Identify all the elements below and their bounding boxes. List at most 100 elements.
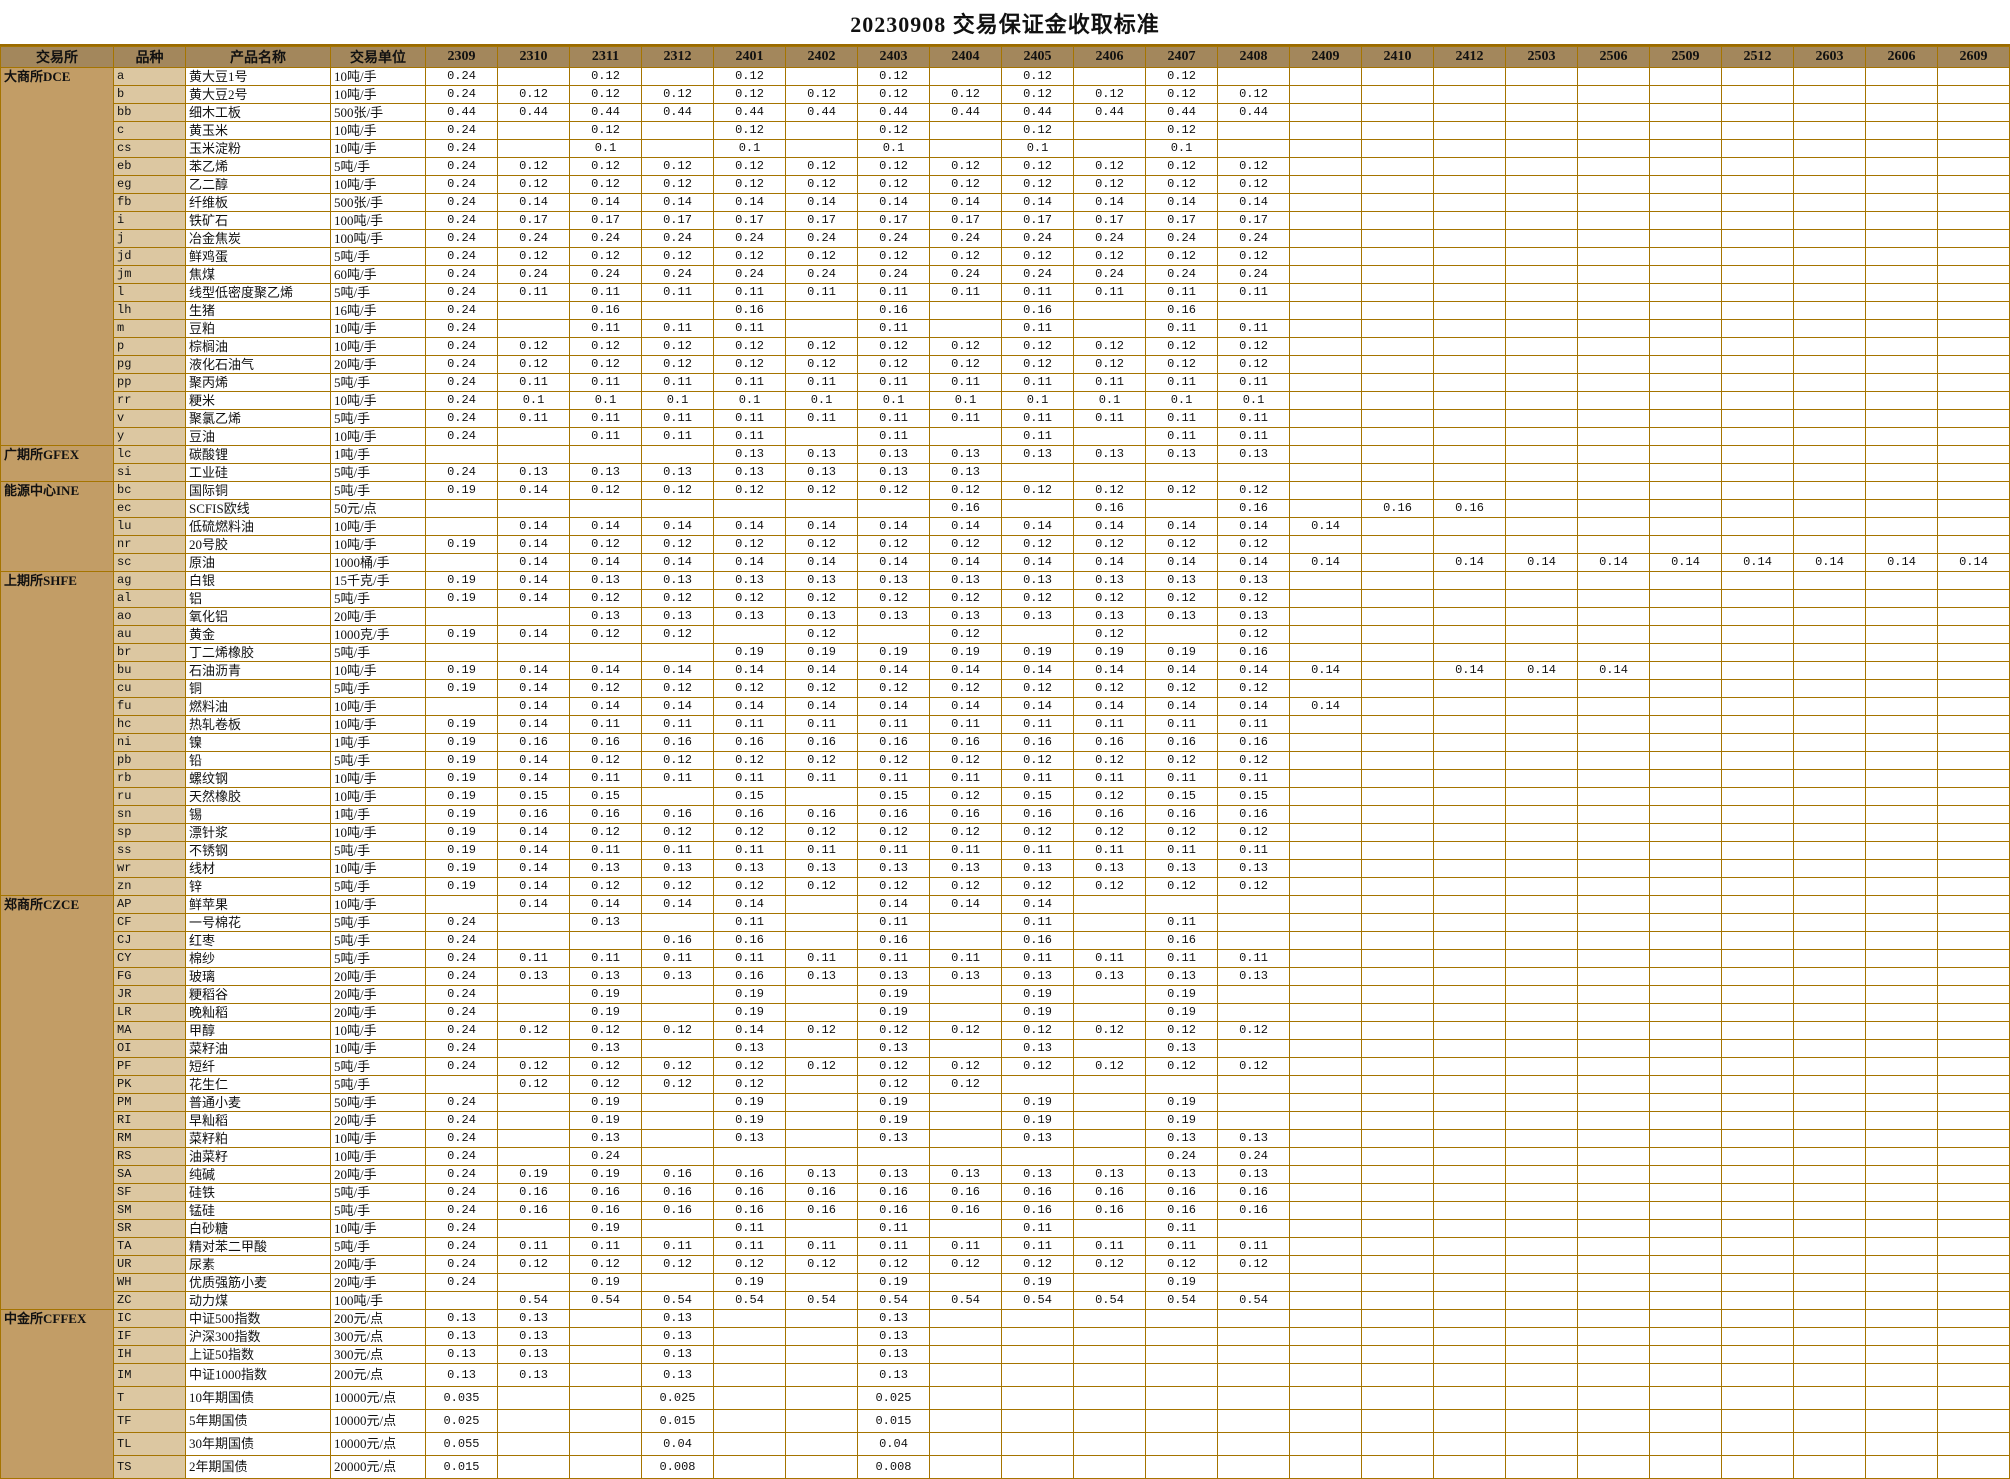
margin-cell	[1793, 337, 1866, 356]
margin-cell	[641, 445, 714, 464]
margin-cell	[1937, 697, 2010, 716]
margin-cell: 0.13	[713, 607, 786, 626]
margin-cell: 0.11	[929, 373, 1002, 392]
margin-cell: 0.12	[1001, 175, 1074, 194]
product-name-cell: 聚氯乙烯	[185, 409, 331, 428]
margin-cell	[1793, 1273, 1866, 1292]
margin-cell	[1505, 679, 1578, 698]
unit-cell: 5吨/手	[330, 913, 426, 932]
margin-cell	[1649, 445, 1722, 464]
margin-cell	[929, 1003, 1002, 1022]
margin-cell: 0.11	[713, 283, 786, 302]
margin-cell: 0.16	[713, 1183, 786, 1202]
margin-cell: 0.13	[857, 1165, 930, 1184]
margin-cell: 0.12	[641, 535, 714, 554]
margin-cell: 0.12	[713, 751, 786, 770]
margin-cell	[641, 1219, 714, 1238]
product-name-cell: 不锈钢	[185, 841, 331, 860]
margin-cell	[425, 1075, 498, 1094]
margin-cell: 0.055	[425, 1432, 498, 1456]
margin-cell	[1505, 301, 1578, 320]
margin-cell: 0.54	[1073, 1291, 1146, 1310]
margin-cell	[1721, 1165, 1794, 1184]
margin-cell: 0.11	[569, 1237, 642, 1256]
margin-cell	[1577, 319, 1650, 338]
margin-cell: 0.16	[713, 1165, 786, 1184]
header-month: 2603	[1793, 46, 1866, 68]
margin-cell	[1505, 103, 1578, 122]
margin-cell: 0.1	[1145, 391, 1218, 410]
margin-cell	[1361, 715, 1434, 734]
margin-cell	[1721, 1129, 1794, 1148]
margin-cell: 0.11	[785, 841, 858, 860]
margin-cell	[1289, 967, 1362, 986]
margin-cell: 0.54	[857, 1291, 930, 1310]
margin-cell: 0.12	[785, 481, 858, 500]
code-cell: pg	[113, 355, 186, 374]
product-name-cell: 铅	[185, 751, 331, 770]
margin-cell	[1721, 877, 1794, 896]
margin-cell: 0.13	[1073, 571, 1146, 590]
margin-cell: 0.11	[857, 1219, 930, 1238]
margin-cell	[1361, 1165, 1434, 1184]
margin-cell	[1721, 1183, 1794, 1202]
margin-cell: 0.11	[929, 769, 1002, 788]
unit-cell: 10吨/手	[330, 697, 426, 716]
margin-cell	[1937, 769, 2010, 788]
margin-cell: 0.12	[785, 247, 858, 266]
margin-cell	[1361, 1003, 1434, 1022]
code-cell: bc	[113, 481, 186, 500]
margin-cell	[1361, 85, 1434, 104]
margin-cell	[1937, 607, 2010, 626]
margin-cell	[1937, 1183, 2010, 1202]
margin-cell	[1793, 805, 1866, 824]
margin-cell	[1793, 175, 1866, 194]
margin-cell: 0.12	[1145, 877, 1218, 896]
margin-cell: 0.19	[713, 1111, 786, 1130]
margin-cell	[1865, 517, 1938, 536]
margin-cell: 0.008	[641, 1455, 714, 1479]
margin-cell	[497, 1455, 570, 1479]
margin-cell: 0.13	[569, 859, 642, 878]
margin-cell	[1865, 1409, 1938, 1433]
margin-cell	[1793, 787, 1866, 806]
margin-cell: 0.16	[857, 931, 930, 950]
margin-cell: 0.11	[1145, 1237, 1218, 1256]
product-name-cell: 线材	[185, 859, 331, 878]
margin-cell: 0.13	[857, 967, 930, 986]
unit-cell: 5吨/手	[330, 949, 426, 968]
margin-cell: 0.24	[425, 913, 498, 932]
margin-cell	[1361, 931, 1434, 950]
margin-cell: 0.16	[713, 931, 786, 950]
margin-cell	[1505, 409, 1578, 428]
margin-cell: 0.12	[1217, 679, 1290, 698]
margin-cell	[1721, 445, 1794, 464]
margin-cell: 0.13	[497, 1309, 570, 1328]
margin-cell	[1649, 751, 1722, 770]
margin-cell	[1289, 1003, 1362, 1022]
margin-cell	[641, 643, 714, 662]
unit-cell: 10吨/手	[330, 1219, 426, 1238]
margin-cell	[1145, 1327, 1218, 1346]
margin-cell	[1361, 1111, 1434, 1130]
margin-cell: 0.12	[1073, 481, 1146, 500]
margin-cell: 0.1	[713, 139, 786, 158]
margin-cell: 0.12	[1073, 877, 1146, 896]
margin-cell	[1073, 1345, 1146, 1364]
margin-cell: 0.12	[1145, 355, 1218, 374]
margin-cell: 0.14	[641, 517, 714, 536]
margin-cell	[1649, 1237, 1722, 1256]
margin-cell	[1721, 355, 1794, 374]
product-name-cell: 沪深300指数	[185, 1327, 331, 1346]
margin-cell: 0.13	[1217, 967, 1290, 986]
margin-cell: 0.11	[1217, 319, 1290, 338]
margin-cell	[1073, 463, 1146, 482]
margin-cell: 0.13	[569, 913, 642, 932]
margin-cell: 0.12	[713, 121, 786, 140]
margin-cell	[1793, 481, 1866, 500]
margin-cell: 0.16	[1001, 1183, 1074, 1202]
margin-cell	[1361, 553, 1434, 572]
product-name-cell: 锌	[185, 877, 331, 896]
margin-cell	[1793, 427, 1866, 446]
margin-cell: 0.14	[1145, 697, 1218, 716]
